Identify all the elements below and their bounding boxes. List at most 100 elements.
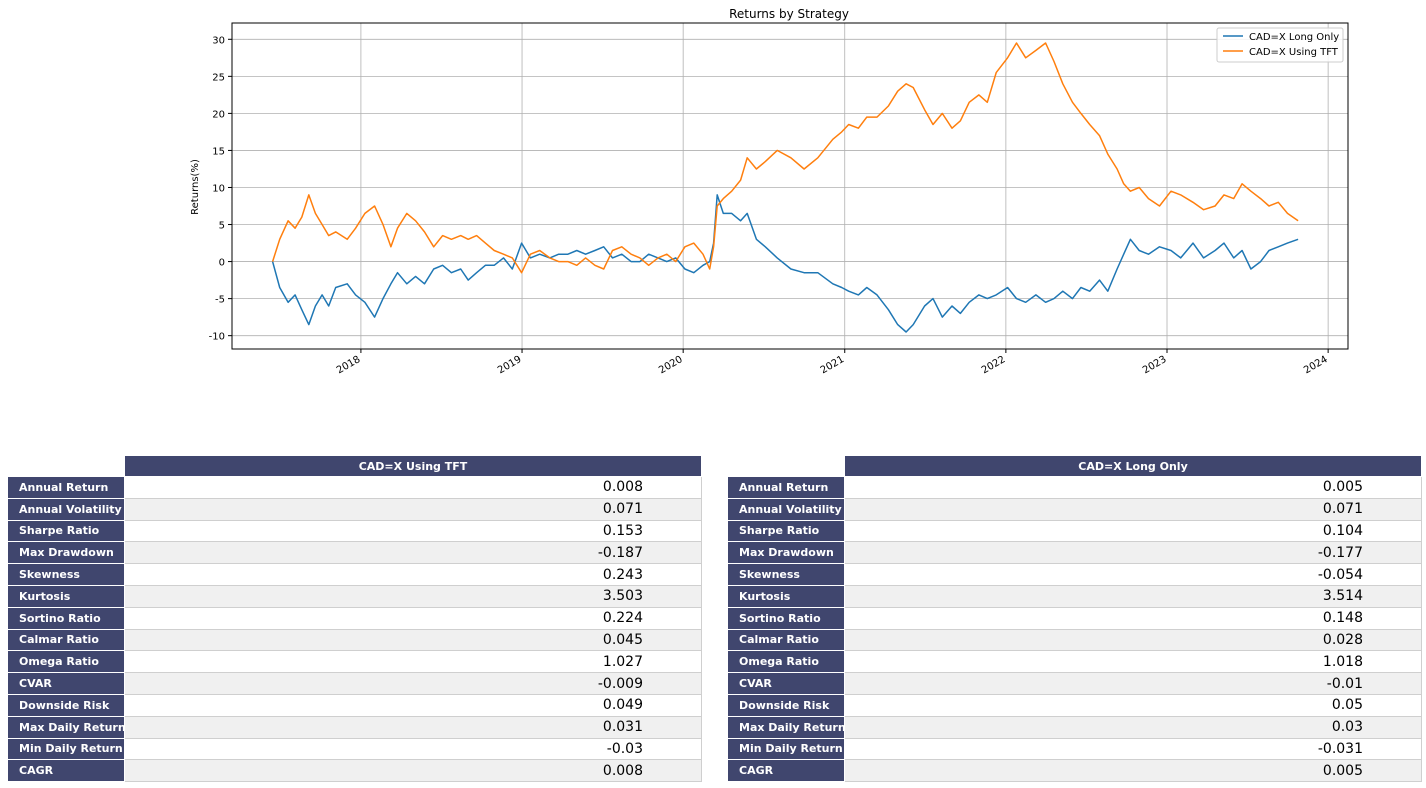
row-label: Skewness xyxy=(727,563,845,586)
row-value: -0.187 xyxy=(124,541,702,565)
row-label: CVAR xyxy=(7,672,125,695)
y-tick-label: 15 xyxy=(212,146,225,157)
row-label: Annual Volatility xyxy=(727,497,845,521)
row-label: Max Drawdown xyxy=(7,541,125,565)
row-value: 0.008 xyxy=(124,476,702,499)
table-body: Annual Return 0.008 Annual Volatility 0.071… xyxy=(7,476,702,783)
row-label: Annual Return xyxy=(727,476,845,499)
row-label: Omega Ratio xyxy=(727,650,845,674)
table-row: Calmar Ratio 0.045 xyxy=(7,628,702,652)
row-value: 0.005 xyxy=(844,759,1422,783)
table-row: Kurtosis 3.514 xyxy=(727,584,1422,608)
row-value: 3.503 xyxy=(124,584,702,608)
table-row: Sharpe Ratio 0.153 xyxy=(7,519,702,543)
table-row: Max Drawdown -0.177 xyxy=(727,541,1422,565)
y-tick-label: 5 xyxy=(219,221,225,232)
table-column-header: CAD=X Using TFT xyxy=(124,455,702,477)
legend-label-tft: CAD=X Using TFT xyxy=(1249,47,1339,58)
row-value: 0.05 xyxy=(844,693,1422,717)
row-value: 0.005 xyxy=(844,476,1422,499)
row-label: Sortino Ratio xyxy=(7,606,125,630)
row-label: Annual Volatility xyxy=(7,497,125,521)
table-body: Annual Return 0.005 Annual Volatility 0.071… xyxy=(727,476,1422,783)
table-row: Calmar Ratio 0.028 xyxy=(727,628,1422,652)
row-value: -0.01 xyxy=(844,672,1422,695)
x-tick-label: 2021 xyxy=(819,354,847,376)
row-value: 0.224 xyxy=(124,606,702,630)
x-tick-label: 2020 xyxy=(657,354,685,376)
row-value: -0.177 xyxy=(844,541,1422,565)
plot-border xyxy=(231,22,1349,350)
row-label: Max Daily Return xyxy=(727,715,846,739)
table-row: Min Daily Return -0.031 xyxy=(727,737,1422,761)
row-value: 0.153 xyxy=(124,519,702,543)
table-row: Skewness -0.054 xyxy=(727,563,1422,586)
table-row: Downside Risk 0.049 xyxy=(7,693,702,717)
table-row: CAGR 0.008 xyxy=(7,759,702,783)
x-tick-label: 2023 xyxy=(1141,354,1169,376)
table-row: CVAR -0.009 xyxy=(7,672,702,695)
row-value: 1.018 xyxy=(844,650,1422,674)
row-label: Kurtosis xyxy=(727,584,845,608)
row-label: Sortino Ratio xyxy=(727,606,845,630)
row-value: -0.031 xyxy=(844,737,1422,761)
row-value: 0.071 xyxy=(844,497,1422,521)
y-tick-labels: -10 -5 0 5 10 15 20 25 30 xyxy=(209,35,232,343)
x-tick-label: 2018 xyxy=(335,354,363,376)
row-value: 0.045 xyxy=(124,628,702,652)
row-value: -0.009 xyxy=(124,672,702,695)
row-label: Calmar Ratio xyxy=(727,628,845,652)
row-label: Annual Return xyxy=(7,476,125,499)
row-label: Sharpe Ratio xyxy=(7,519,125,543)
row-label: Kurtosis xyxy=(7,584,125,608)
row-value: 0.028 xyxy=(844,628,1422,652)
stats-table-long-only: CAD=X Long Only Annual Return 0.005 Annual… xyxy=(727,455,1422,783)
row-value: 0.03 xyxy=(844,715,1422,739)
table-row: CAGR 0.005 xyxy=(727,759,1422,783)
legend: CAD=X Long Only CAD=X Using TFT xyxy=(1216,27,1344,63)
x-tick-label: 2019 xyxy=(496,354,524,376)
row-value: 0.104 xyxy=(844,519,1422,543)
row-value: 1.027 xyxy=(124,650,702,674)
row-label: Downside Risk xyxy=(727,693,845,717)
row-label: Max Daily Return xyxy=(7,715,126,739)
chart-title: Returns by Strategy xyxy=(729,7,849,21)
row-label: CAGR xyxy=(7,759,125,783)
table-row: Annual Volatility 0.071 xyxy=(7,497,702,521)
row-value: -0.054 xyxy=(844,563,1422,586)
table-row: Downside Risk 0.05 xyxy=(727,693,1422,717)
grid-lines xyxy=(232,23,1348,349)
row-label: CAGR xyxy=(727,759,845,783)
table-row: Annual Volatility 0.071 xyxy=(727,497,1422,521)
table-row: Sortino Ratio 0.224 xyxy=(7,606,702,630)
row-label: Min Daily Return xyxy=(7,737,125,761)
table-row: Annual Return 0.005 xyxy=(727,476,1422,499)
stats-table-tft: CAD=X Using TFT Annual Return 0.008 Annual… xyxy=(7,455,702,783)
y-tick-label: 30 xyxy=(212,35,225,46)
row-label: Max Drawdown xyxy=(727,541,845,565)
table-row: Sharpe Ratio 0.104 xyxy=(727,519,1422,543)
row-label: CVAR xyxy=(727,672,845,695)
y-axis-label: Returns(%) xyxy=(190,159,201,215)
row-label: Sharpe Ratio xyxy=(727,519,845,543)
table-column-header: CAD=X Long Only xyxy=(844,455,1422,477)
x-tick-label: 2022 xyxy=(980,354,1008,376)
y-tick-label: 25 xyxy=(212,72,225,83)
row-value: 0.008 xyxy=(124,759,702,783)
x-tick-labels: 2018 2019 2020 2021 2022 2023 2024 xyxy=(335,349,1330,376)
row-label: Omega Ratio xyxy=(7,650,125,674)
y-tick-label: 0 xyxy=(219,258,225,269)
plot-frame xyxy=(232,23,1348,349)
row-value: 0.031 xyxy=(124,715,702,739)
row-value: -0.03 xyxy=(124,737,702,761)
legend-box xyxy=(1216,27,1344,63)
table-corner xyxy=(8,456,125,477)
y-tick-label: -5 xyxy=(215,295,225,306)
table-row: Omega Ratio 1.027 xyxy=(7,650,702,674)
row-label: Min Daily Return xyxy=(727,737,845,761)
y-tick-label: 20 xyxy=(212,109,225,120)
row-label: Skewness xyxy=(7,563,125,586)
y-tick-label: 10 xyxy=(212,183,225,194)
table-row: Max Daily Return 0.031 xyxy=(7,715,702,739)
table-row: Omega Ratio 1.018 xyxy=(727,650,1422,674)
